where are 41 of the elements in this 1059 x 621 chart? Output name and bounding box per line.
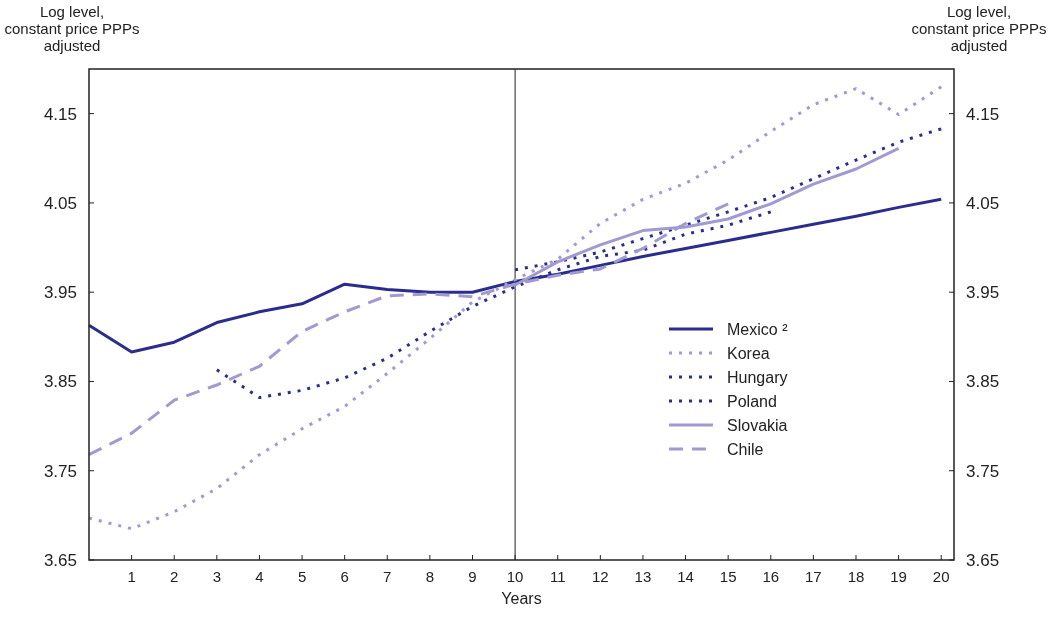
legend-label: Slovakia [727,417,788,434]
x-tick-label: 18 [847,568,865,585]
x-tick-label: 12 [591,568,609,585]
x-tick-label: 10 [506,568,524,585]
x-tick-label: 8 [425,568,435,585]
legend-label: Poland [727,393,777,410]
y-tick-label: 4.05 [43,193,77,213]
x-tick-label: 4 [255,568,264,585]
x-tick-label: 11 [549,568,566,585]
y-tick-label: 3.65 [43,551,77,570]
y2-tick-label: 4.05 [966,193,1000,213]
x-tick-label: 2 [170,568,179,585]
x-tick-label: 15 [719,568,737,585]
y-axis-title: Log level, constant price PPPs adjusted [4,3,140,54]
legend-label: Hungary [727,369,788,386]
y2-tick-label: 4.15 [966,104,1000,124]
x-tick-label: 6 [340,568,349,585]
x-tick-label: 14 [677,568,694,585]
y2-tick-label: 3.75 [966,461,1000,481]
x-tick-label: 1 [127,568,136,585]
y-tick-label: 3.75 [43,461,77,481]
x-tick-label: 13 [634,568,652,585]
x-tick-label: 3 [212,568,221,585]
x-tick-label: 7 [383,568,392,585]
x-tick-label: 20 [932,568,950,585]
y2-tick-label: 3.95 [966,283,1000,303]
x-tick-label: 16 [762,568,780,585]
y-tick-label: 4.15 [43,104,77,124]
x-axis-title: Years [501,590,542,607]
x-tick-label: 19 [890,568,907,585]
y2-tick-label: 3.85 [966,372,1000,392]
legend-label: Korea [727,345,770,362]
x-tick-label: 17 [805,568,822,585]
legend-label: Mexico ² [727,321,789,338]
y-tick-label: 3.85 [43,372,77,392]
y2-axis-title: Log level, constant price PPPs adjusted [911,3,1047,54]
y2-tick-label: 3.65 [966,551,1000,570]
x-tick-label: 5 [297,568,307,585]
legend-label: Chile [727,441,764,458]
x-tick-label: 9 [468,568,477,585]
y-tick-label: 3.95 [43,283,77,303]
